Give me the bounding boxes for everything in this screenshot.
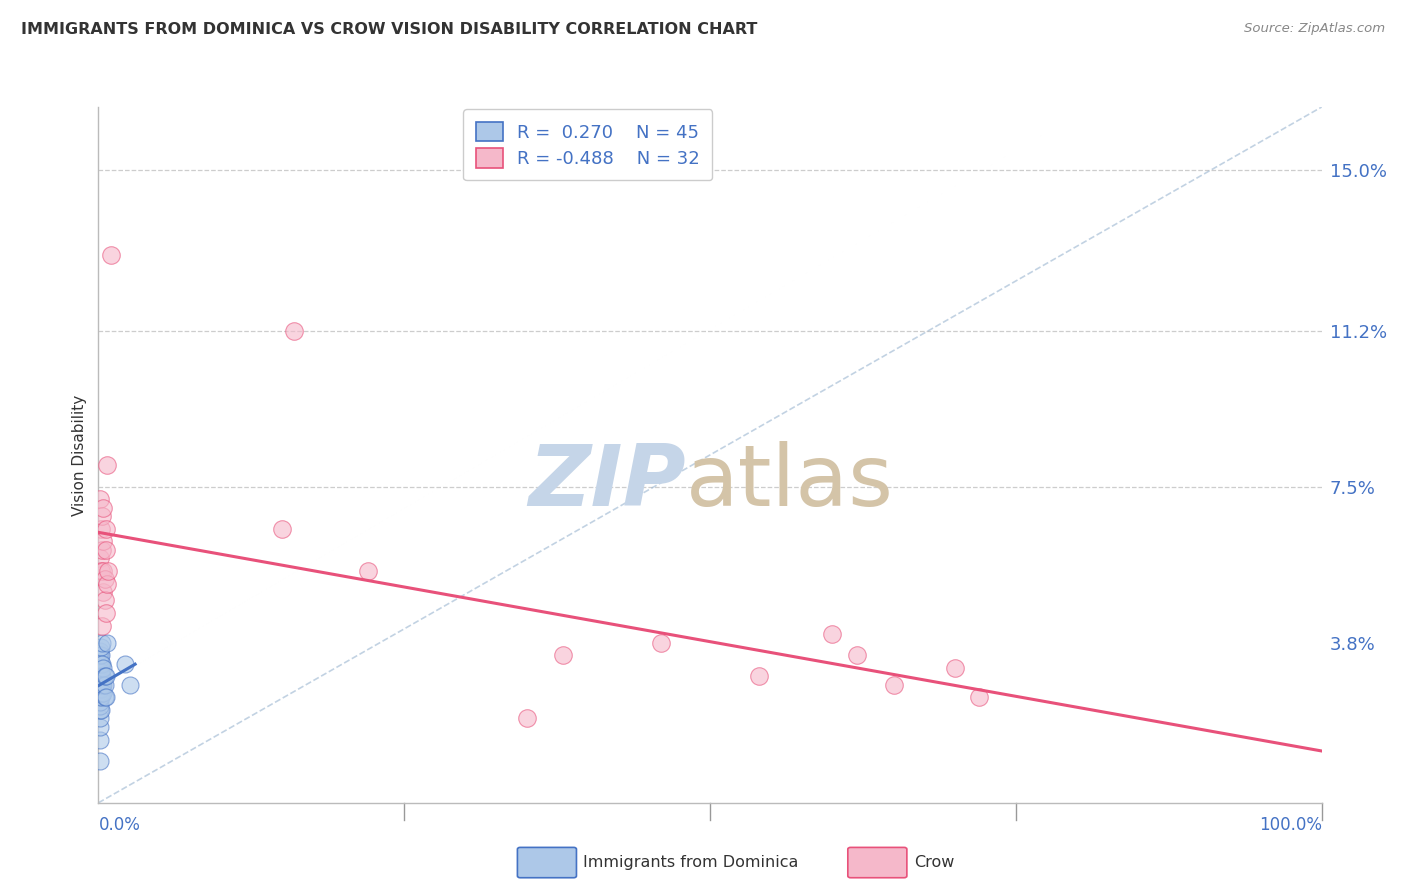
- Point: [89, 686, 111, 700]
- Point: [93, 593, 115, 607]
- Point: [89, 690, 111, 705]
- Point: [94, 669, 117, 683]
- Point: [96, 635, 118, 649]
- Point: [94, 522, 117, 536]
- Point: [90, 690, 112, 705]
- Point: [93, 572, 115, 586]
- Point: [89, 669, 111, 683]
- Point: [748, 669, 770, 683]
- Point: [96, 458, 118, 473]
- Point: [90, 681, 112, 696]
- Point: [943, 661, 966, 675]
- Point: [114, 657, 136, 671]
- Point: [270, 522, 294, 536]
- Point: [91, 669, 114, 683]
- Point: [553, 648, 575, 663]
- Point: [91, 509, 114, 524]
- Point: [89, 703, 111, 717]
- Text: Immigrants from Dominica: Immigrants from Dominica: [583, 855, 799, 870]
- Text: Crow: Crow: [914, 855, 955, 870]
- Point: [89, 681, 111, 696]
- Point: [89, 551, 111, 566]
- Point: [91, 534, 114, 549]
- Point: [515, 711, 537, 725]
- Point: [89, 673, 111, 688]
- Point: [90, 657, 112, 671]
- Point: [89, 657, 111, 671]
- Point: [96, 576, 118, 591]
- Point: [821, 627, 844, 641]
- Point: [100, 247, 122, 261]
- Point: [90, 678, 112, 692]
- Point: [91, 500, 114, 515]
- Point: [91, 678, 114, 692]
- Text: 100.0%: 100.0%: [1258, 816, 1322, 834]
- Point: [845, 648, 868, 663]
- Point: [91, 585, 114, 599]
- Point: [94, 542, 117, 557]
- Point: [650, 635, 672, 649]
- Point: [90, 564, 112, 578]
- Point: [90, 703, 112, 717]
- Point: [89, 732, 111, 747]
- Point: [89, 695, 111, 709]
- Point: [356, 564, 378, 578]
- Point: [89, 644, 111, 658]
- Point: [97, 564, 120, 578]
- Point: [90, 640, 112, 654]
- Point: [883, 678, 905, 692]
- Point: [967, 690, 990, 705]
- Point: [283, 324, 305, 338]
- Point: [91, 564, 114, 578]
- Point: [91, 618, 114, 632]
- Point: [93, 690, 115, 705]
- Text: Source: ZipAtlas.com: Source: ZipAtlas.com: [1244, 22, 1385, 36]
- Point: [91, 678, 114, 692]
- Point: [91, 661, 114, 675]
- Point: [91, 542, 114, 557]
- Text: IMMIGRANTS FROM DOMINICA VS CROW VISION DISABILITY CORRELATION CHART: IMMIGRANTS FROM DOMINICA VS CROW VISION …: [21, 22, 758, 37]
- Point: [90, 665, 112, 679]
- Point: [89, 665, 111, 679]
- Point: [91, 686, 114, 700]
- Y-axis label: Vision Disability: Vision Disability: [72, 394, 87, 516]
- Point: [89, 665, 111, 679]
- Point: [90, 522, 112, 536]
- Point: [89, 720, 111, 734]
- Point: [94, 606, 117, 620]
- Point: [93, 678, 115, 692]
- Point: [94, 690, 117, 705]
- Legend: R =  0.270    N = 45, R = -0.488    N = 32: R = 0.270 N = 45, R = -0.488 N = 32: [463, 109, 713, 180]
- Point: [89, 698, 111, 713]
- Text: atlas: atlas: [686, 442, 894, 524]
- Text: ZIP: ZIP: [527, 442, 686, 524]
- Point: [90, 648, 112, 663]
- Point: [90, 669, 112, 683]
- Point: [89, 754, 111, 768]
- Point: [91, 635, 114, 649]
- Point: [120, 678, 142, 692]
- Point: [89, 711, 111, 725]
- Point: [89, 652, 111, 666]
- Text: 0.0%: 0.0%: [98, 816, 141, 834]
- Point: [89, 678, 111, 692]
- Point: [91, 657, 114, 671]
- Point: [93, 669, 115, 683]
- Point: [91, 686, 114, 700]
- Point: [89, 492, 111, 507]
- Point: [89, 661, 111, 675]
- Point: [89, 648, 111, 663]
